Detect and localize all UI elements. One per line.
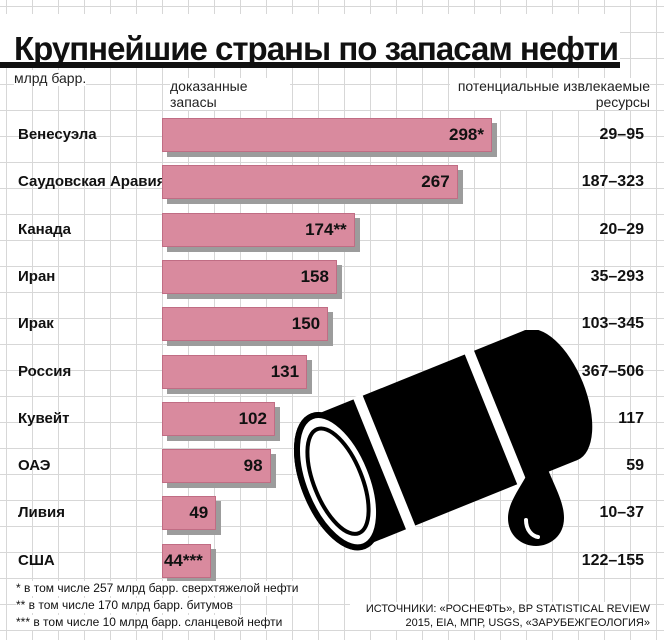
bar xyxy=(162,496,217,531)
bar xyxy=(162,543,211,578)
potential-value: 122–155 xyxy=(581,551,644,569)
category-label: Венесуэла xyxy=(18,126,97,143)
bar-value-label: 49 xyxy=(189,503,209,523)
oil-drop-icon xyxy=(508,448,564,546)
bar xyxy=(162,401,275,436)
unit-label: млрд барр. xyxy=(14,70,87,86)
bar xyxy=(162,449,271,484)
potential-value: 59 xyxy=(626,457,644,475)
bar xyxy=(162,354,308,389)
category-label: Ирак xyxy=(18,315,54,333)
bar xyxy=(162,307,329,342)
bar-value-label: 98 xyxy=(243,456,263,476)
bar-value-label: 158 xyxy=(300,266,329,286)
bar-value-label: 267 xyxy=(421,172,450,192)
bar xyxy=(162,118,492,152)
category-label: Саудовская Аравия xyxy=(18,173,166,191)
title-bar: Крупнейшие страны по запасам нефти xyxy=(0,14,620,68)
footnote-1: * в том числе 257 млрд барр. сверхтяжело… xyxy=(16,581,299,596)
category-label: Россия xyxy=(18,362,72,380)
potential-value: 187–323 xyxy=(581,173,644,191)
potential-value: 29–95 xyxy=(599,126,645,143)
sources-note: ИСТОЧНИКИ: «РОСНЕФТЬ», BP STATISTICAL RE… xyxy=(350,602,650,630)
potential-value: 20–29 xyxy=(599,220,645,238)
potential-column-header: потенциальные извлекаемые ресурсы xyxy=(450,78,650,110)
oil-barrel-icon xyxy=(294,330,593,551)
category-label: США xyxy=(18,551,55,569)
category-label: ОАЭ xyxy=(18,457,51,475)
bar-value-label: 150 xyxy=(291,314,321,334)
potential-value: 35–293 xyxy=(590,267,644,285)
bar-value-label: 44*** xyxy=(163,550,203,570)
category-label: Канада xyxy=(18,220,71,238)
potential-value: 103–345 xyxy=(581,315,644,333)
category-label: Ливия xyxy=(18,504,65,522)
bar-value-label: 298* xyxy=(449,125,484,144)
category-label: Иран xyxy=(18,267,56,285)
proven-column-header: доказанные запасы xyxy=(170,78,290,110)
category-label: Кувейт xyxy=(18,409,70,427)
bar xyxy=(162,259,337,294)
potential-value: 10–37 xyxy=(599,504,645,522)
bar-value-label: 131 xyxy=(270,361,300,381)
bar-value-label: 102 xyxy=(238,408,267,428)
bar xyxy=(162,165,458,200)
footnote-3: *** в том числе 10 млрд барр. сланцевой … xyxy=(16,615,283,630)
bar xyxy=(162,212,355,247)
potential-value: 367–506 xyxy=(581,362,644,380)
chart-title: Крупнейшие страны по запасам нефти xyxy=(14,30,619,67)
footnote-2: ** в том числе 170 млрд барр. битумов xyxy=(16,598,233,613)
potential-value: 117 xyxy=(618,409,644,427)
bar-value-label: 174** xyxy=(305,219,347,239)
